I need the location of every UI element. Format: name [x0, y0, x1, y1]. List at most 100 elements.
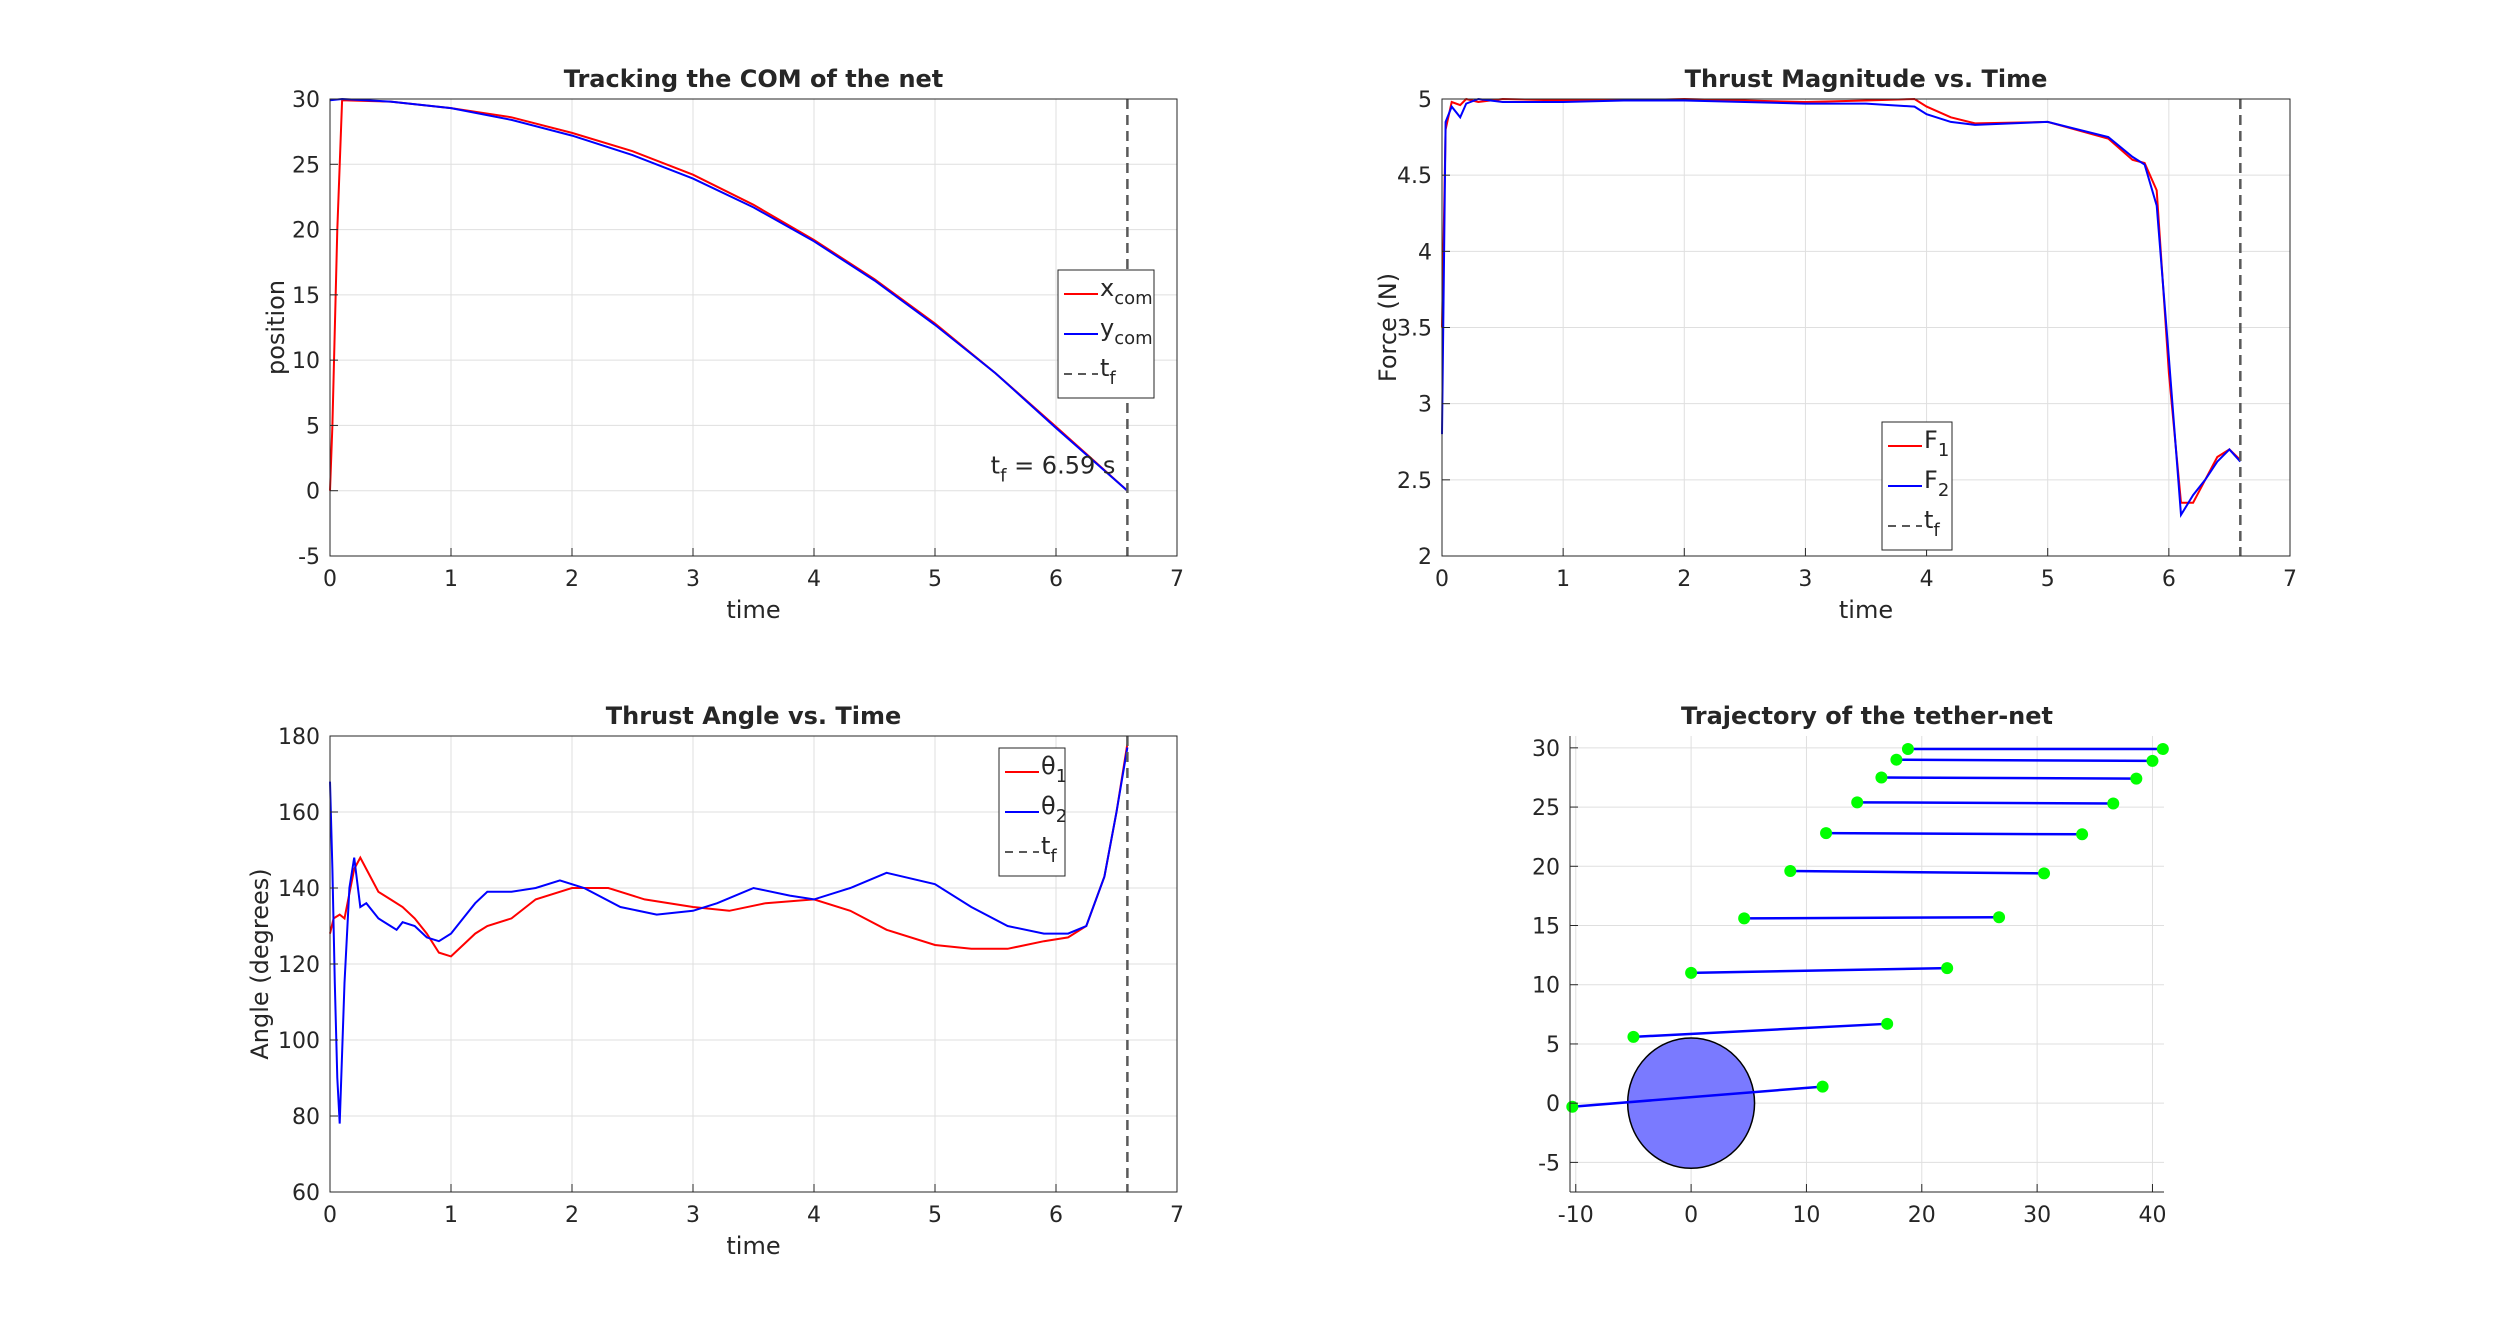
legend: F1 F2 tf: [1881, 421, 1953, 551]
x-axis-label: time: [726, 596, 780, 624]
y-tick-label: -5: [1538, 1151, 1560, 1176]
x-tick-label: 5: [928, 1203, 942, 1228]
y-tick-label: 2.5: [1397, 469, 1432, 494]
x-tick-label: 0: [323, 1203, 337, 1228]
legend-label: tf: [1100, 354, 1116, 389]
tether-segment: [1691, 966, 1948, 975]
chart-1: tf = 6.59 s0 1 2 3 4 5 6 7-5051015202530Trackin…: [262, 65, 1184, 624]
y-tick-label: 100: [278, 1029, 320, 1054]
x-tick-label: 4: [807, 567, 821, 592]
y-tick-label: 20: [1532, 855, 1560, 880]
x-tick-label: 0: [1435, 567, 1449, 592]
x-tick-label: 2: [565, 567, 579, 592]
x-tick-label: 20: [1908, 1203, 1936, 1228]
x-tick-label: 6: [2162, 567, 2176, 592]
x-tick-label: 6: [1049, 1203, 1063, 1228]
x-tick-label: 5: [928, 567, 942, 592]
y-tick-label: 2: [1418, 545, 1432, 570]
tether-node: [1685, 966, 1698, 979]
chart-title: Thrust Magnitude vs. Time: [1685, 65, 2048, 93]
tether-node: [1901, 743, 1914, 756]
tether-node: [1875, 771, 1888, 784]
legend-label: θ1: [1041, 752, 1067, 787]
chart-4: -10 0 10 20 30 40 -5 0 5 10 15 20 25 30 Trajectory of …: [1532, 702, 2169, 1228]
y-tick-label: 160: [278, 801, 320, 826]
tether-node: [1851, 796, 1864, 809]
legend-label: F1: [1924, 426, 1949, 461]
chart-3: 0 1 2 3 4 5 6 7 60 80 100 120 140 160 180 Thrust Angle …: [246, 702, 1184, 1260]
y-tick-label: 25: [1532, 796, 1560, 821]
x-tick-label: 6: [1049, 567, 1063, 592]
x-tick-label: 10: [1792, 1203, 1820, 1228]
legend-label: tf: [1924, 506, 1940, 541]
y-tick-label: 60: [292, 1181, 320, 1206]
x-tick-label: 0: [1684, 1203, 1698, 1228]
x-tick-label: 30: [2023, 1203, 2051, 1228]
x-tick-label: 40: [2138, 1203, 2166, 1228]
tether-node: [1816, 1080, 1829, 1093]
tether-node: [2038, 867, 2051, 880]
legend-label: tf: [1041, 832, 1057, 867]
y-tick-label: 30: [292, 88, 320, 113]
legend-label: F2: [1924, 466, 1949, 501]
tether-segment: [1790, 869, 2045, 875]
x-tick-label: 1: [444, 567, 458, 592]
x-tick-label: 4: [1920, 567, 1934, 592]
y-axis-label: position: [262, 280, 290, 375]
tether-node: [1784, 865, 1797, 878]
grid: [329, 98, 1178, 557]
tether-segment: [1744, 915, 2000, 920]
series-line-2: [1441, 97, 2242, 519]
tether-node: [1941, 962, 1954, 975]
series-line-2: [329, 97, 1129, 492]
x-tick-label: 7: [1170, 1203, 1184, 1228]
x-tick-label: 5: [2041, 567, 2055, 592]
x-axis-label: time: [1839, 596, 1893, 624]
x-tick-label: 3: [686, 567, 700, 592]
x-tick-label: 2: [565, 1203, 579, 1228]
chart-title: Tracking the COM of the net: [564, 65, 944, 93]
tether-node: [1890, 753, 1903, 766]
tether-node: [1566, 1100, 1579, 1113]
series-line-1: [329, 743, 1129, 958]
y-tick-label: -5: [298, 545, 320, 570]
tether-segment: [1896, 758, 2153, 763]
x-tick-label: 1: [444, 1203, 458, 1228]
x-tick-label: 1: [1556, 567, 1570, 592]
x-tick-label: 3: [686, 1203, 700, 1228]
x-axis-label: time: [726, 1232, 780, 1260]
y-axis-label: Force (N): [1374, 273, 1402, 382]
tether-node: [2107, 797, 2120, 810]
y-tick-label: 140: [278, 877, 320, 902]
y-tick-label: 80: [292, 1105, 320, 1130]
y-tick-label: 180: [278, 725, 320, 750]
y-tick-label: 0: [1546, 1092, 1560, 1117]
y-tick-label: 15: [292, 284, 320, 309]
y-tick-label: 120: [278, 953, 320, 978]
y-tick-label: 25: [292, 153, 320, 178]
tether-node: [1738, 912, 1751, 925]
chart-title: Thrust Angle vs. Time: [606, 702, 901, 730]
tether-node: [2076, 828, 2089, 841]
legend: xcom ycom tf: [1057, 269, 1155, 399]
legend-label: xcom: [1100, 274, 1153, 309]
y-tick-label: 0: [306, 480, 320, 505]
x-tick-label: 7: [1170, 567, 1184, 592]
tether-node: [1881, 1017, 1894, 1030]
axes-frame: [329, 98, 1178, 557]
y-tick-label: 10: [1532, 974, 1560, 999]
chart-title: Trajectory of the tether-net: [1681, 702, 2053, 730]
y-tick-label: 4: [1418, 240, 1432, 265]
tether-segment: [1633, 1022, 1888, 1039]
y-tick-label: 5: [1546, 1033, 1560, 1058]
target-circle: [1626, 1037, 1756, 1170]
x-tick-label: 7: [2283, 567, 2297, 592]
tether-segment: [1826, 831, 2083, 836]
legend: θ1 θ2 tf: [998, 747, 1067, 877]
x-tick-label: 0: [323, 567, 337, 592]
y-tick-label: 4.5: [1397, 164, 1432, 189]
tether-node: [2146, 754, 2159, 767]
tf-annotation: tf = 6.59 s: [991, 452, 1116, 487]
y-tick-label: 30: [1532, 737, 1560, 762]
